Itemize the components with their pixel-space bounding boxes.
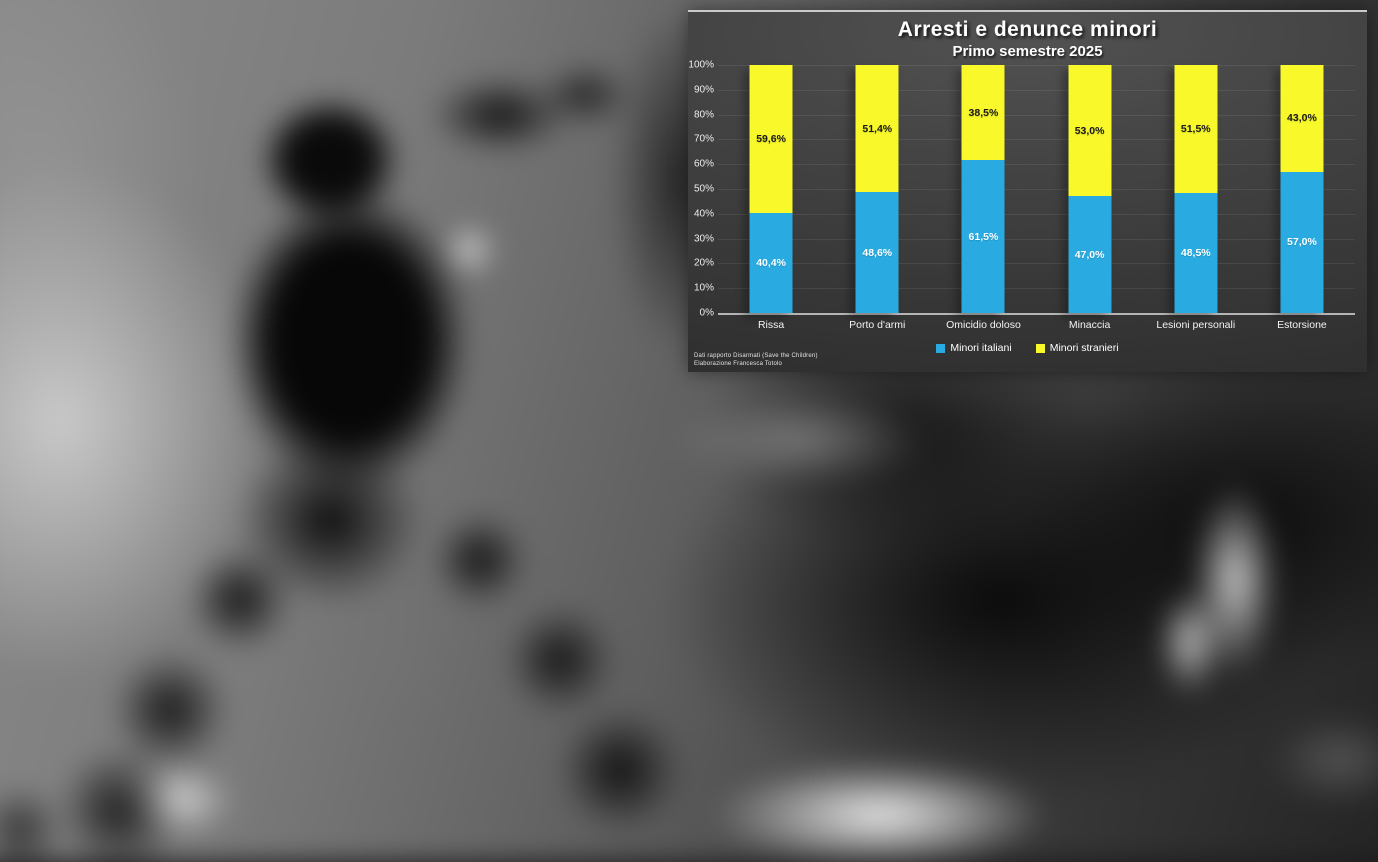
bar-segment-label: 38,5% [968, 106, 999, 119]
category-label: Estorsione [1277, 319, 1327, 331]
chart-subtitle: Primo semestre 2025 [952, 43, 1103, 60]
category-label: Lesioni personali [1156, 319, 1236, 331]
category-label: Minaccia [1068, 319, 1111, 331]
legend-item: Minori stranieri [1035, 342, 1119, 354]
bar-segment: 59,6% [749, 65, 793, 213]
gridline [718, 189, 1355, 190]
gridline [718, 213, 1355, 215]
bar-segment-label: 61,5% [968, 230, 999, 243]
bar-segment: 47,0% [1068, 196, 1112, 313]
gridline [718, 65, 1355, 66]
bar-stack: 61,5% 38,5% [961, 65, 1005, 313]
bars-container: 40,4% 59,6% 48,6% 51,4% 61,5% 38,5% 47,0% 53,0%… [718, 65, 1355, 313]
bar-segment: 57,0% [1280, 171, 1324, 313]
y-tick-label: 30% [693, 233, 714, 245]
legend-swatch [936, 343, 946, 353]
category-label: Porto d'armi [849, 319, 906, 331]
y-tick-label: 0% [699, 307, 714, 319]
bar-segment-label: 40,4% [756, 256, 786, 269]
y-tick-label: 70% [693, 133, 714, 145]
bar-segment: 51,4% [855, 65, 899, 193]
y-tick-label: 80% [693, 109, 714, 121]
bar-segment: 61,5% [961, 160, 1005, 313]
y-tick-label: 100% [688, 59, 714, 71]
bar-segment: 48,5% [1174, 192, 1218, 313]
bar-stack: 48,6% 51,4% [855, 65, 899, 313]
legend: Minori italiani Minori stranieri [688, 342, 1367, 354]
bar-segment-label: 47,0% [1074, 248, 1105, 261]
gridline [718, 238, 1355, 240]
chart-panel: Arresti e denunce minori Primo semestre … [688, 10, 1367, 372]
bar-segment: 38,5% [961, 65, 1005, 161]
source-line-2: Elaborazione Francesca Totolo [694, 360, 783, 367]
bar-segment-label: 51,4% [862, 122, 893, 135]
bar-column: 40,4% 59,6% [718, 65, 824, 313]
plot-area: 40,4% 59,6% 48,6% 51,4% 61,5% 38,5% 47,0% 53,0%… [718, 65, 1355, 315]
bar-segment: 40,4% [749, 212, 793, 313]
y-tick-label: 90% [693, 84, 714, 96]
bar-column: 61,5% 38,5% [930, 65, 1036, 313]
bar-stack: 48,5% 51,5% [1174, 65, 1218, 313]
category-label: Rissa [757, 319, 785, 331]
bar-column: 57,0% 43,0% [1249, 65, 1355, 313]
chart-title: Arresti e denunce minori [897, 18, 1158, 41]
bar-column: 48,5% 51,5% [1143, 65, 1249, 313]
bar-segment: 48,6% [855, 192, 899, 313]
bar-segment: 51,5% [1174, 65, 1218, 193]
bar-stack: 57,0% 43,0% [1280, 65, 1324, 313]
bar-segment: 43,0% [1280, 65, 1324, 172]
y-tick-label: 10% [693, 282, 714, 294]
bar-stack: 40,4% 59,6% [749, 65, 793, 313]
gridline [718, 288, 1355, 290]
bar-stack: 47,0% 53,0% [1068, 65, 1112, 313]
y-tick-label: 60% [693, 158, 714, 170]
gridline [718, 139, 1355, 141]
bar-segment-label: 43,0% [1287, 112, 1317, 125]
bar-segment-label: 48,5% [1180, 246, 1211, 259]
category-label: Omicidio doloso [946, 319, 1021, 331]
bar-segment-label: 53,0% [1074, 124, 1105, 137]
bar-segment-label: 48,6% [862, 246, 893, 259]
x-axis-labels: Rissa Porto d'armi Omicidio doloso Minaccia… [718, 319, 1355, 331]
gridline [718, 114, 1355, 116]
legend-label: Minori italiani [950, 342, 1012, 354]
bar-segment-label: 51,5% [1180, 122, 1211, 135]
bar-segment-label: 59,6% [756, 132, 786, 145]
bar-column: 47,0% 53,0% [1037, 65, 1143, 313]
legend-item: Minori italiani [936, 342, 1012, 354]
bar-column: 48,6% 51,4% [824, 65, 930, 313]
gridline [718, 263, 1355, 265]
legend-label: Minori stranieri [1049, 342, 1119, 354]
bar-segment: 53,0% [1068, 65, 1112, 197]
bar-segment-label: 57,0% [1287, 236, 1317, 249]
source-credit: Dati rapporto Disarmati (Save the Childr… [694, 353, 818, 368]
y-axis: 0% 10% 20% 30% 40% 50% 60% 70% 80% 90% 100% [688, 60, 714, 319]
y-tick-label: 50% [693, 183, 714, 195]
y-tick-label: 20% [693, 257, 714, 269]
legend-swatch [1035, 343, 1045, 353]
gridline [718, 89, 1355, 91]
gridline [718, 164, 1355, 166]
y-tick-label: 40% [693, 208, 714, 220]
source-line-1: Dati rapporto Disarmati (Save the Childr… [694, 353, 818, 359]
